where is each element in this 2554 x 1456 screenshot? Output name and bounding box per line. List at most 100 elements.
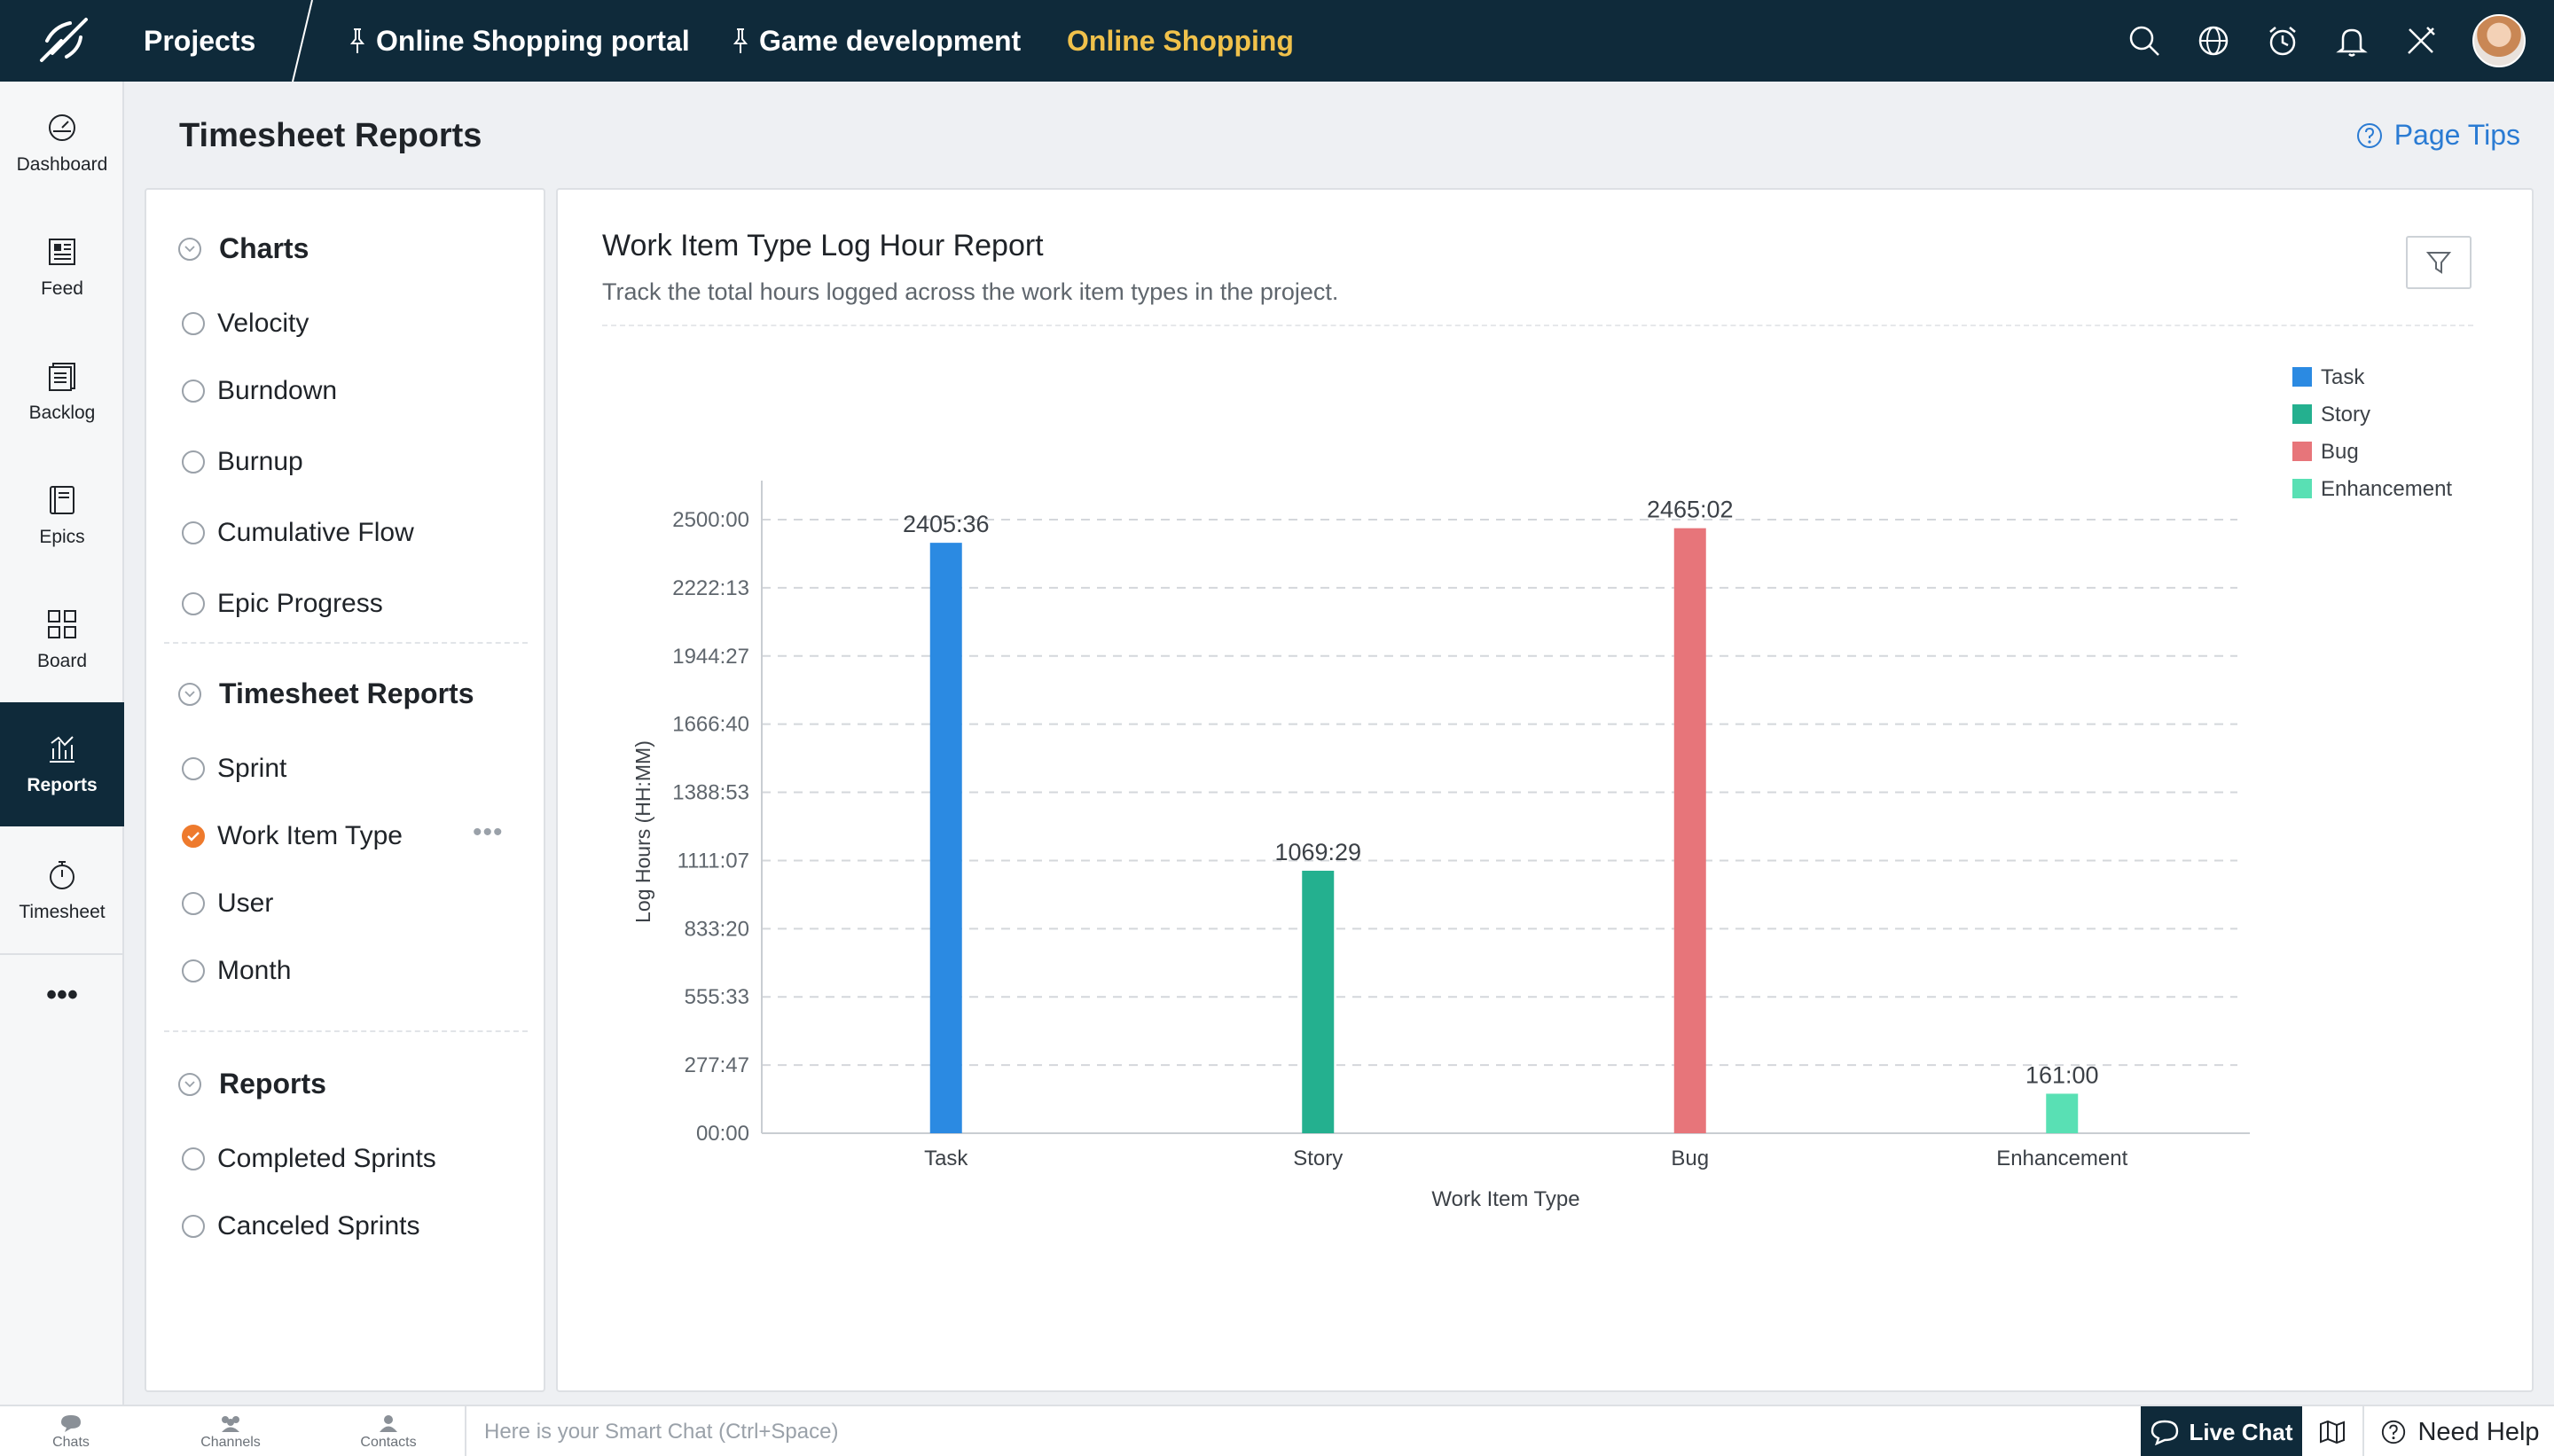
rail-divider	[0, 953, 124, 955]
tools-icon[interactable]	[2403, 23, 2439, 59]
map-button[interactable]	[2302, 1406, 2364, 1456]
radio-icon[interactable]	[182, 380, 205, 403]
radio-icon[interactable]	[182, 1215, 205, 1238]
section-divider	[164, 642, 528, 644]
smart-chat-input[interactable]: Here is your Smart Chat (Ctrl+Space)	[465, 1406, 2141, 1456]
more-options-icon[interactable]: •••	[473, 818, 504, 847]
gauge-icon	[49, 114, 75, 141]
y-tick-label: 1388:53	[672, 781, 749, 805]
rail-label: Feed	[41, 278, 83, 299]
rail-item-backlog[interactable]: Backlog	[0, 330, 124, 454]
x-axis-title: Work Item Type	[1431, 1187, 1579, 1211]
rail-item-dashboard[interactable]: Dashboard	[0, 82, 124, 206]
option-cumulative-flow[interactable]: Cumulative Flow	[182, 518, 414, 548]
log-hour-bar-chart: 00:00 277:47 555:33 833:20 1111:07 1388:53 166…	[631, 365, 2452, 1211]
option-label: Epic Progress	[217, 589, 383, 618]
section-title: Charts	[219, 232, 309, 264]
option-canceled-sprints[interactable]: Canceled Sprints	[182, 1211, 419, 1241]
contacts-button[interactable]: Contacts	[353, 1406, 424, 1456]
section-charts-header[interactable]: Charts	[178, 232, 309, 265]
tab-online-shopping[interactable]: Online Shopping	[1067, 0, 1294, 82]
option-work-item-type[interactable]: Work Item Type	[182, 821, 403, 851]
data-label: 2405:36	[903, 511, 990, 537]
user-avatar[interactable]	[2472, 14, 2526, 67]
stopwatch-icon	[50, 861, 74, 889]
report-nav-panel: Charts Velocity Burndown Burnup Cumulati…	[145, 188, 545, 1392]
need-help-label: Need Help	[2417, 1417, 2540, 1446]
option-user[interactable]: User	[182, 888, 273, 919]
radio-icon[interactable]	[182, 959, 205, 982]
radio-icon[interactable]	[182, 450, 205, 474]
bar-bug	[1673, 528, 1706, 1133]
chevron-down-icon	[178, 1072, 201, 1096]
option-velocity[interactable]: Velocity	[182, 309, 309, 339]
section-divider	[164, 1030, 528, 1032]
filter-button[interactable]	[2406, 236, 2472, 289]
page-tips-link[interactable]: Page Tips	[2355, 119, 2520, 152]
app-logo-icon[interactable]	[0, 0, 126, 82]
contacts-icon	[380, 1415, 397, 1432]
alarm-clock-icon[interactable]	[2265, 23, 2300, 59]
channels-label: Channels	[200, 1435, 261, 1450]
need-help-button[interactable]: Need Help	[2366, 1406, 2554, 1456]
live-chat-button[interactable]: Live Chat	[2141, 1406, 2302, 1456]
option-burnup[interactable]: Burnup	[182, 447, 303, 477]
section-title: Reports	[219, 1068, 326, 1100]
option-label: Burndown	[217, 376, 338, 405]
rail-item-board[interactable]: Board	[0, 578, 124, 702]
y-tick-label: 1111:07	[678, 849, 749, 873]
tab-game-development[interactable]: Game development	[731, 0, 1021, 82]
projects-link[interactable]: Projects	[144, 25, 256, 57]
bar-enhancement	[2046, 1093, 2079, 1133]
rail-item-feed[interactable]: Feed	[0, 206, 124, 330]
bell-icon[interactable]	[2334, 23, 2370, 59]
legend-label: Enhancement	[2321, 477, 2452, 501]
section-timesheet-header[interactable]: Timesheet Reports	[178, 677, 474, 710]
radio-icon[interactable]	[182, 312, 205, 335]
legend-swatch	[2292, 404, 2312, 424]
legend-label: Story	[2321, 403, 2370, 427]
tab-online-shopping-portal[interactable]: Online Shopping portal	[348, 0, 690, 82]
option-month[interactable]: Month	[182, 956, 291, 986]
radio-icon[interactable]	[182, 592, 205, 615]
radio-icon[interactable]	[182, 1147, 205, 1170]
y-tick-label: 2500:00	[672, 508, 749, 532]
y-axis-title: Log Hours (HH:MM)	[631, 740, 654, 923]
chat-bubble-icon	[61, 1415, 81, 1432]
bar-story	[1302, 870, 1335, 1133]
y-tick-label: 555:33	[685, 985, 749, 1009]
y-tick-label: 2222:13	[672, 576, 749, 600]
separator	[284, 0, 319, 82]
left-rail: Dashboard Feed Backlog Epics Board Repor…	[0, 82, 124, 1405]
report-subtitle: Track the total hours logged across the …	[602, 278, 1339, 305]
radio-icon[interactable]	[182, 892, 205, 915]
chats-button[interactable]: Chats	[35, 1406, 106, 1456]
live-chat-icon	[2151, 1420, 2179, 1445]
report-panel: Work Item Type Log Hour Report Track the…	[556, 188, 2534, 1392]
rail-more-button[interactable]: •••	[0, 968, 124, 1022]
rail-item-timesheet[interactable]: Timesheet	[0, 829, 124, 953]
bar-task	[929, 543, 962, 1133]
section-reports-header[interactable]: Reports	[178, 1068, 326, 1100]
option-burndown[interactable]: Burndown	[182, 376, 337, 406]
option-sprint[interactable]: Sprint	[182, 754, 286, 784]
option-label: Sprint	[217, 754, 287, 783]
radio-icon[interactable]	[182, 521, 205, 544]
chats-label: Chats	[52, 1435, 90, 1450]
y-tick-label: 00:00	[696, 1122, 749, 1146]
legend-swatch	[2292, 479, 2312, 498]
rail-item-reports[interactable]: Reports	[0, 702, 124, 826]
feed-icon	[49, 239, 75, 265]
report-title: Work Item Type Log Hour Report	[602, 229, 1044, 262]
radio-checked-icon[interactable]	[182, 825, 205, 848]
rail-item-epics[interactable]: Epics	[0, 454, 124, 578]
channels-button[interactable]: Channels	[195, 1406, 266, 1456]
globe-icon[interactable]	[2196, 23, 2231, 59]
y-tick-label: 277:47	[685, 1053, 749, 1077]
search-icon[interactable]	[2127, 23, 2162, 59]
option-completed-sprints[interactable]: Completed Sprints	[182, 1144, 436, 1174]
radio-icon[interactable]	[182, 757, 205, 780]
option-epic-progress[interactable]: Epic Progress	[182, 589, 383, 619]
legend-label: Bug	[2321, 440, 2359, 464]
rail-label: Board	[36, 651, 88, 671]
